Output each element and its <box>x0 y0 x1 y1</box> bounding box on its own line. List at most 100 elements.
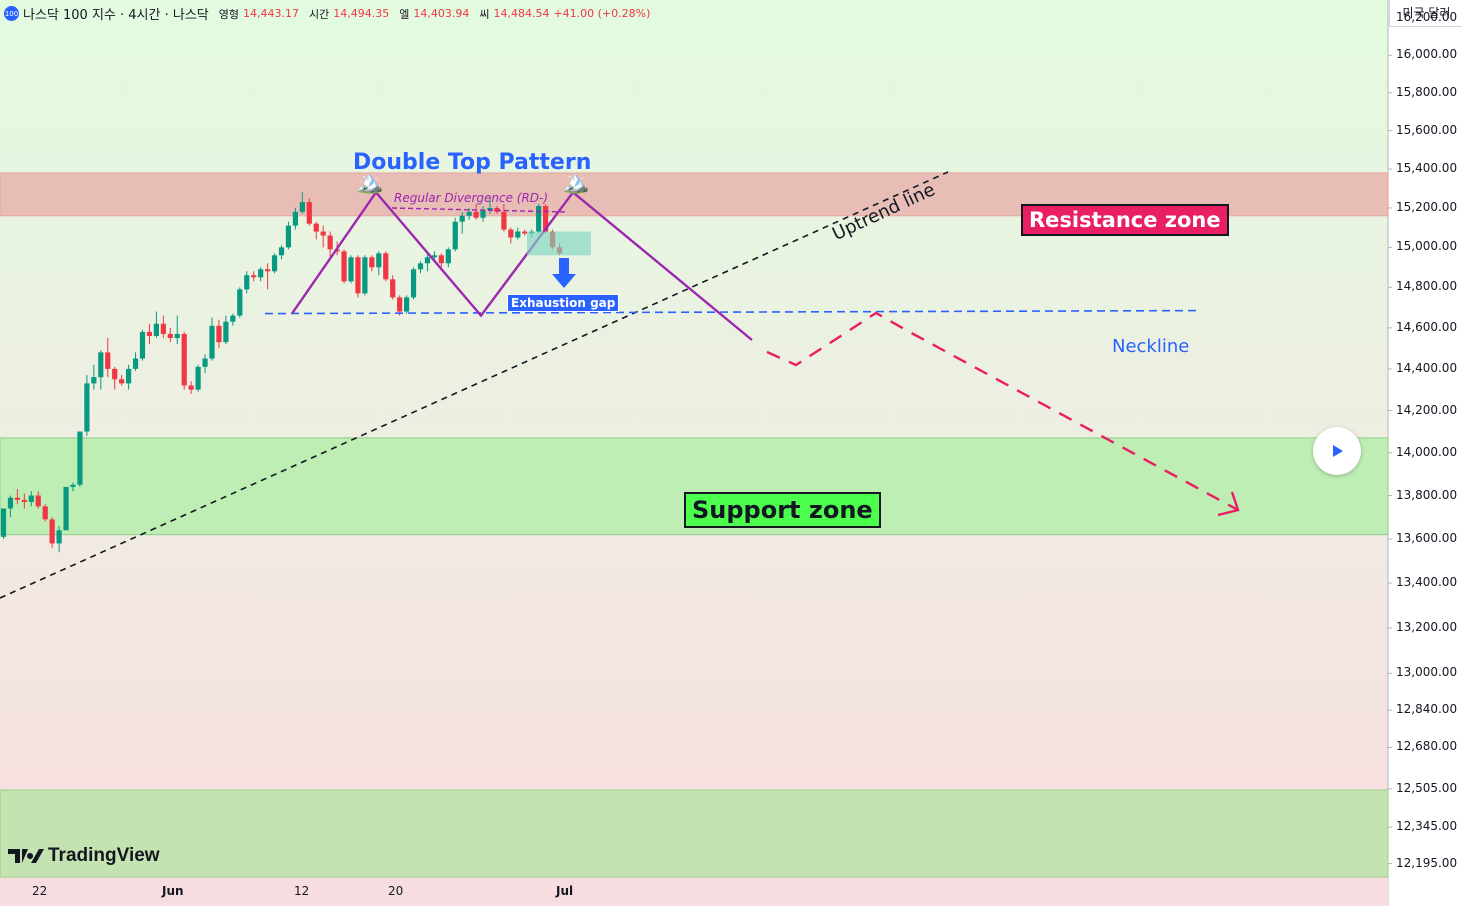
candle-body <box>362 257 368 294</box>
y-tick-label: 15,200.00 <box>1396 199 1458 214</box>
candle-body <box>14 497 20 500</box>
candle-body <box>285 225 292 248</box>
price-axis-panel <box>1388 0 1462 906</box>
y-tick-label: 14,000.00 <box>1396 444 1458 459</box>
y-tick-label: 12,195.00 <box>1396 855 1458 870</box>
candle-body <box>306 202 312 224</box>
candle <box>466 207 472 220</box>
candle <box>313 221 319 240</box>
y-tick-label: 14,400.00 <box>1396 360 1458 375</box>
currency-selector[interactable]: 미국 달러 <box>1389 0 1462 27</box>
candle-body <box>63 486 69 531</box>
candle-body <box>487 207 493 210</box>
x-tick-label: 20 <box>388 884 404 898</box>
y-tick-label: 13,000.00 <box>1396 665 1458 680</box>
candle-body <box>341 251 347 282</box>
time-axis-panel <box>0 877 1388 906</box>
exhaustion-gap-box <box>527 231 591 256</box>
candle-body <box>91 377 97 384</box>
candle-body <box>369 257 375 268</box>
projection-arrowhead <box>1217 491 1240 517</box>
candle <box>271 253 278 274</box>
candle <box>28 491 34 507</box>
candle <box>424 253 431 272</box>
candle-body <box>126 368 132 384</box>
candle-body <box>230 315 236 322</box>
candle-body <box>77 431 83 485</box>
divergence-label: Regular Divergence (RD-) <box>394 191 549 205</box>
candle-body <box>132 358 139 369</box>
symbol-title[interactable]: 나스닥 100 지수 · 4시간 · 나스닥 <box>23 8 209 23</box>
candle-body <box>49 519 55 544</box>
candle <box>306 198 312 226</box>
candle <box>320 225 326 248</box>
candle-body <box>216 325 222 343</box>
candle <box>410 267 417 300</box>
play-button[interactable] <box>1313 427 1361 475</box>
candle-body <box>258 269 264 278</box>
candle <box>417 261 424 274</box>
candle <box>112 366 118 390</box>
candle-body <box>167 333 173 339</box>
candle <box>285 221 292 250</box>
candle <box>341 249 347 284</box>
candle-body <box>28 495 34 503</box>
candle-body <box>452 221 458 250</box>
candle <box>126 364 132 390</box>
candle <box>202 354 208 374</box>
candle <box>362 255 368 296</box>
y-tick-label: 12,680.00 <box>1396 739 1458 754</box>
candle <box>515 227 521 240</box>
exhaustion-gap-label: Exhaustion gap <box>507 294 620 312</box>
candle <box>237 287 243 318</box>
candle-body <box>0 508 7 537</box>
candle <box>56 525 62 553</box>
candle-body <box>515 231 521 238</box>
candle <box>35 491 41 509</box>
candle <box>0 508 7 539</box>
candle-body <box>84 383 90 432</box>
candle <box>146 323 153 345</box>
candle <box>251 271 257 282</box>
candle <box>84 375 90 436</box>
candle <box>508 227 514 244</box>
candle-body <box>397 297 403 312</box>
change-value: +41.00 (+0.28%) <box>553 7 651 20</box>
mountain-icon: 🏔️ <box>562 170 590 195</box>
candle-body <box>327 235 333 250</box>
candle <box>223 315 229 345</box>
candle-body <box>480 209 486 218</box>
candle <box>244 271 250 294</box>
candle <box>21 493 27 509</box>
candle-body <box>70 484 76 487</box>
candle-body <box>119 379 125 384</box>
candle-body <box>376 253 382 268</box>
high-value: 14,494.35 <box>333 7 390 20</box>
open-label: 영형 <box>218 7 239 21</box>
candle-body <box>112 368 118 380</box>
candle-body <box>98 352 104 378</box>
candle <box>49 517 55 548</box>
projected-path <box>766 311 1239 512</box>
candle <box>258 267 264 282</box>
candle-body <box>466 211 472 216</box>
candle <box>139 329 146 361</box>
tradingview-logo-text: TradingView <box>48 845 160 866</box>
tradingview-logo[interactable]: TradingView <box>8 845 160 867</box>
candle <box>369 255 375 272</box>
candle-body <box>459 215 465 222</box>
candle <box>188 381 194 394</box>
candle <box>355 255 361 298</box>
candle-body <box>21 499 27 503</box>
candle <box>438 253 444 268</box>
candle <box>70 482 76 492</box>
candle <box>265 263 271 290</box>
candle <box>195 364 201 392</box>
candle-body <box>278 247 285 256</box>
candle-body <box>244 275 250 290</box>
candle-body <box>160 323 166 334</box>
y-tick-label: 16,200.00 <box>1396 10 1458 25</box>
y-tick-label: 15,400.00 <box>1396 161 1458 176</box>
candle-body <box>410 269 417 298</box>
